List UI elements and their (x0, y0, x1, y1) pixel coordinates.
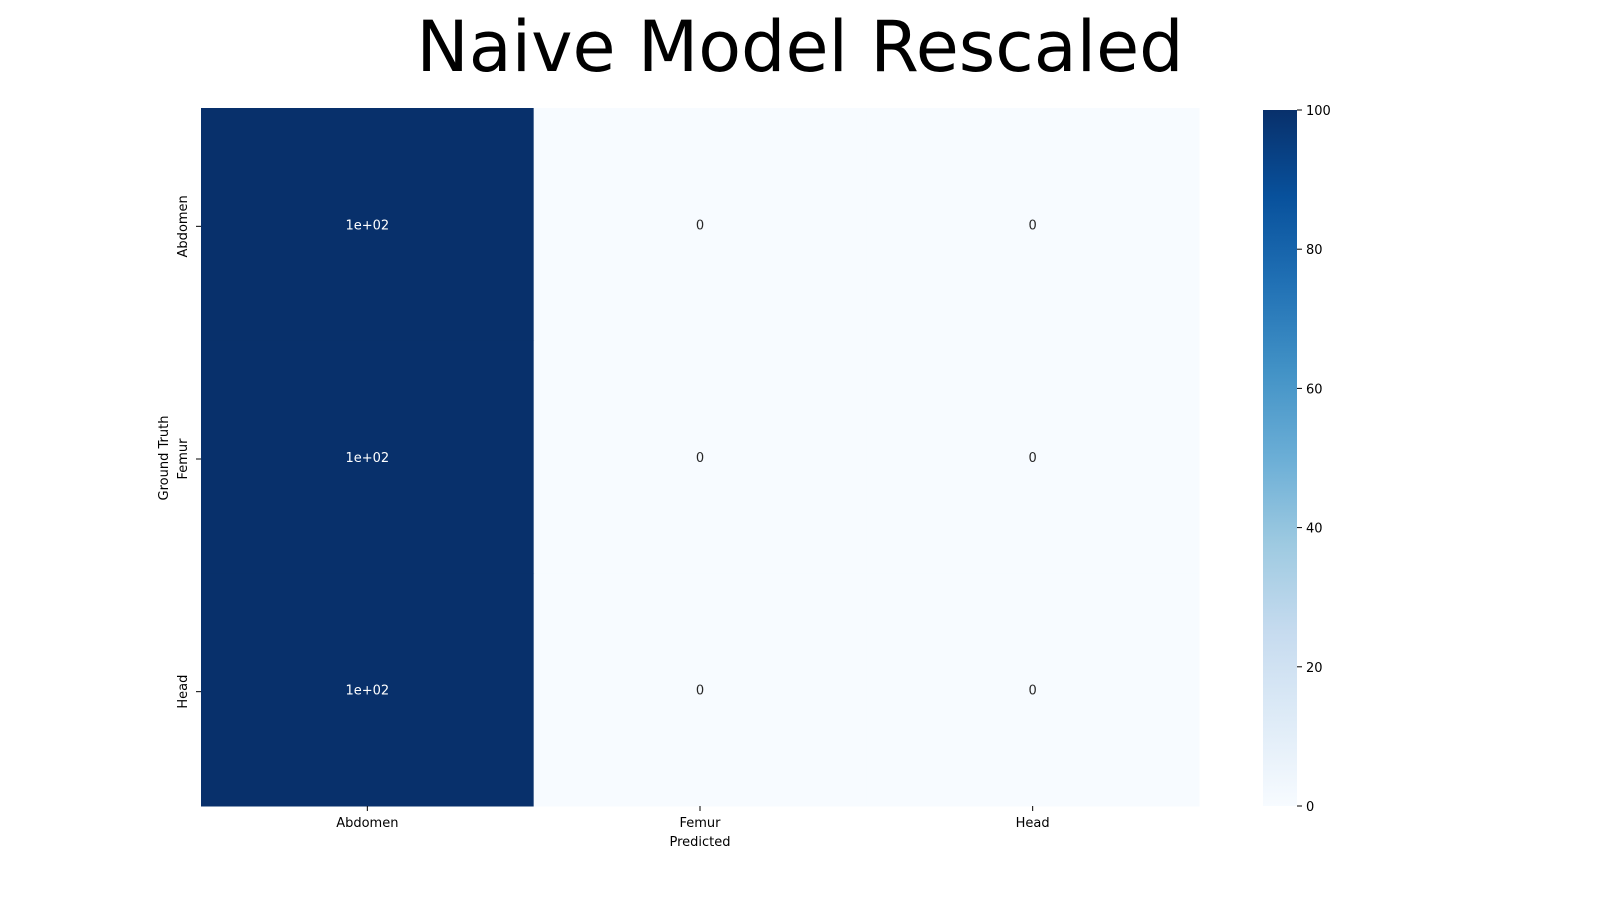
heatmap-cell-label: 0 (1029, 451, 1037, 466)
heatmap-cell (201, 573, 535, 807)
heatmap-cell-label: 0 (696, 218, 704, 233)
colorbar-tick-label: 0 (1306, 800, 1314, 815)
y-tick-label: Head (176, 675, 191, 709)
heatmap-cell-label: 0 (1029, 218, 1037, 233)
heatmap-cell-label: 1e+02 (345, 684, 389, 699)
heatmap-cells (201, 108, 1200, 807)
x-tick-label: Head (1016, 816, 1050, 831)
colorbar-tick-label: 80 (1306, 243, 1323, 258)
heatmap-cell (201, 340, 535, 574)
heatmap-cell (866, 573, 1200, 807)
heatmap-cell (533, 340, 867, 574)
heatmap-cell (201, 108, 535, 342)
heatmap-cell-label: 1e+02 (345, 218, 389, 233)
colorbar-tick-label: 40 (1306, 522, 1323, 537)
y-axis-label: Ground Truth (157, 416, 172, 501)
heatmap-cell-label: 0 (696, 451, 704, 466)
heatmap-cell-label: 0 (696, 684, 704, 699)
x-axis-ticks: Abdomen Femur Head (336, 806, 1050, 831)
heatmap-cell-labels: 1e+02 0 0 1e+02 0 0 1e+02 0 0 (345, 218, 1036, 698)
heatmap-cell (866, 340, 1200, 574)
colorbar-tick-label: 20 (1306, 661, 1323, 676)
heatmap-cell (533, 573, 867, 807)
x-tick-label: Femur (679, 816, 721, 831)
heatmap-cell-label: 0 (1029, 684, 1037, 699)
y-tick-label: Abdomen (176, 195, 191, 257)
heatmap-cell (533, 108, 867, 342)
y-tick-label: Femur (176, 438, 191, 480)
y-axis-ticks: Abdomen Femur Head (176, 195, 201, 709)
colorbar-tick-label: 100 (1306, 104, 1331, 119)
colorbar (1263, 110, 1297, 806)
heatmap-cell (866, 108, 1200, 342)
colorbar-tick-label: 60 (1306, 382, 1323, 397)
x-axis-label: Predicted (669, 835, 730, 850)
heatmap-cell-label: 1e+02 (345, 451, 389, 466)
x-tick-label: Abdomen (336, 816, 398, 831)
colorbar-ticks: 0 20 40 60 80 100 (1297, 104, 1331, 815)
chart-title: Naive Model Rescaled (416, 6, 1183, 88)
